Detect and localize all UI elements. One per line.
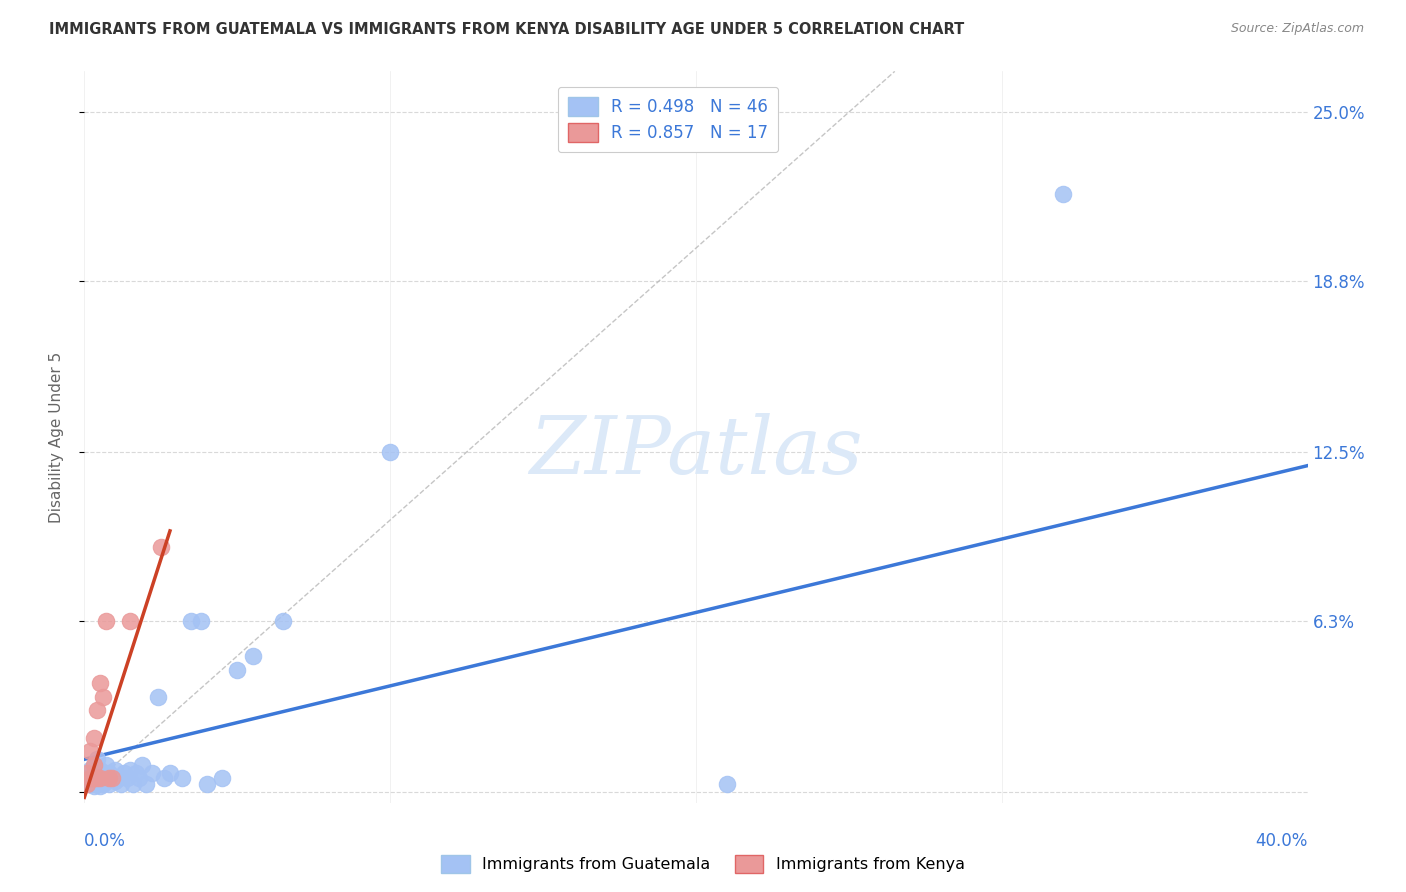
Point xyxy=(120,763,142,777)
Point xyxy=(211,772,233,786)
Point xyxy=(110,777,132,791)
Point xyxy=(83,772,105,786)
Point xyxy=(242,648,264,663)
Point xyxy=(86,772,108,786)
Point xyxy=(195,777,218,791)
Point xyxy=(83,780,105,794)
Point xyxy=(101,772,124,786)
Point xyxy=(89,772,111,786)
Point xyxy=(89,780,111,794)
Point xyxy=(79,744,101,758)
Point xyxy=(79,772,101,786)
Text: 0.0%: 0.0% xyxy=(84,832,127,850)
Point xyxy=(86,777,108,791)
Point xyxy=(135,777,157,791)
Point xyxy=(190,614,212,628)
Point xyxy=(91,690,114,704)
Point xyxy=(1052,186,1074,201)
Point xyxy=(76,777,98,791)
Point xyxy=(115,772,138,786)
Legend: R = 0.498   N = 46, R = 0.857   N = 17: R = 0.498 N = 46, R = 0.857 N = 17 xyxy=(558,87,778,153)
Point xyxy=(94,772,117,786)
Point xyxy=(104,763,127,777)
Point xyxy=(79,777,101,791)
Point xyxy=(83,731,105,745)
Point xyxy=(149,540,172,554)
Point xyxy=(131,757,153,772)
Point xyxy=(89,676,111,690)
Point xyxy=(91,777,114,791)
Point xyxy=(97,777,120,791)
Legend: Immigrants from Guatemala, Immigrants from Kenya: Immigrants from Guatemala, Immigrants fr… xyxy=(434,848,972,880)
Text: ZIPatlas: ZIPatlas xyxy=(529,413,863,491)
Text: 40.0%: 40.0% xyxy=(1256,832,1308,850)
Point xyxy=(180,614,202,628)
Point xyxy=(97,765,120,780)
Point xyxy=(226,663,249,677)
Point xyxy=(76,765,98,780)
Point xyxy=(380,445,402,459)
Text: Source: ZipAtlas.com: Source: ZipAtlas.com xyxy=(1230,22,1364,36)
Point xyxy=(94,614,117,628)
Y-axis label: Disability Age Under 5: Disability Age Under 5 xyxy=(49,351,63,523)
Point xyxy=(76,772,98,786)
Point xyxy=(120,614,142,628)
Point xyxy=(128,772,150,786)
Point xyxy=(271,614,294,628)
Point xyxy=(122,777,145,791)
Point xyxy=(104,774,127,789)
Point xyxy=(141,765,163,780)
Point xyxy=(83,757,105,772)
Point xyxy=(86,752,108,766)
Point xyxy=(86,703,108,717)
Point xyxy=(125,765,148,780)
Point xyxy=(89,772,111,786)
Point xyxy=(101,772,124,786)
Point xyxy=(112,765,135,780)
Text: IMMIGRANTS FROM GUATEMALA VS IMMIGRANTS FROM KENYA DISABILITY AGE UNDER 5 CORREL: IMMIGRANTS FROM GUATEMALA VS IMMIGRANTS … xyxy=(49,22,965,37)
Point xyxy=(83,772,105,786)
Point xyxy=(97,772,120,786)
Point xyxy=(83,757,105,772)
Point xyxy=(153,772,176,786)
Point xyxy=(146,690,169,704)
Point xyxy=(79,763,101,777)
Point xyxy=(89,763,111,777)
Point xyxy=(107,772,129,786)
Point xyxy=(172,772,194,786)
Point xyxy=(159,765,181,780)
Point xyxy=(716,777,738,791)
Point xyxy=(86,765,108,780)
Point xyxy=(91,765,114,780)
Point xyxy=(94,757,117,772)
